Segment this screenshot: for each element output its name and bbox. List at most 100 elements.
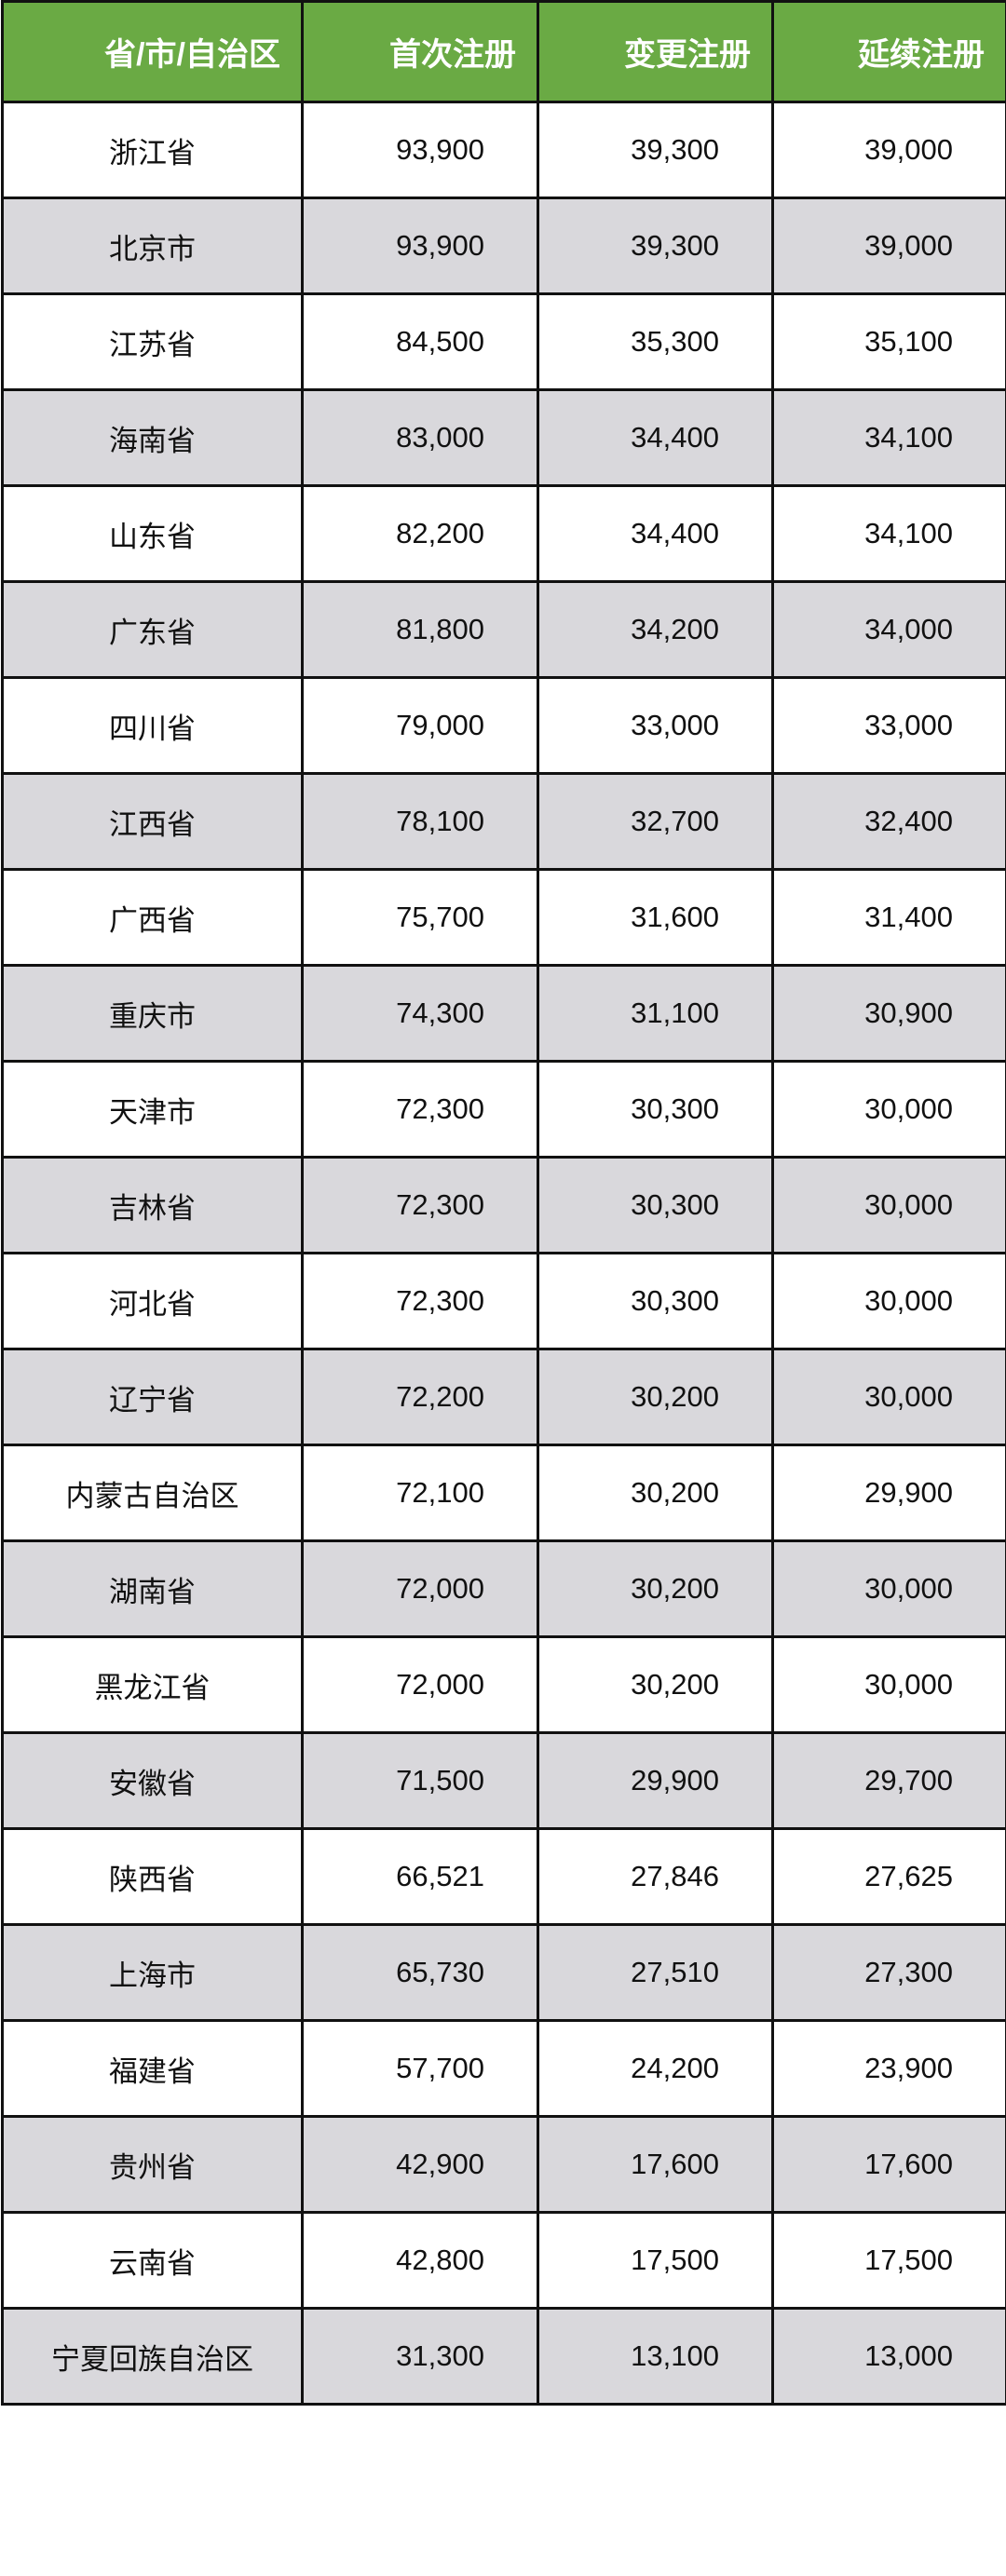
table-row: 重庆市 74,300 31,100 30,900 <box>1 964 1006 1063</box>
change-registration-cell: 34,400 <box>537 484 774 583</box>
renewal-registration-cell: 30,000 <box>771 1060 1006 1159</box>
region-cell: 浙江省 <box>1 101 304 199</box>
renewal-registration-cell: 30,000 <box>771 1539 1006 1638</box>
change-registration-cell: 13,100 <box>537 2307 774 2406</box>
change-registration-cell: 17,600 <box>537 2115 774 2214</box>
renewal-registration-cell: 17,500 <box>771 2211 1006 2310</box>
region-cell: 内蒙古自治区 <box>1 1444 304 1542</box>
change-registration-cell: 30,300 <box>537 1156 774 1254</box>
renewal-registration-cell: 32,400 <box>771 772 1006 871</box>
renewal-registration-cell: 13,000 <box>771 2307 1006 2406</box>
table-row: 北京市 93,900 39,300 39,000 <box>1 197 1006 295</box>
renewal-registration-cell: 34,100 <box>771 388 1006 487</box>
region-cell: 天津市 <box>1 1060 304 1159</box>
first-registration-cell: 93,900 <box>301 101 539 199</box>
change-registration-cell: 31,600 <box>537 868 774 967</box>
first-registration-cell: 81,800 <box>301 580 539 679</box>
registration-fee-table: 省/市/自治区 首次注册 变更注册 延续注册 浙江省 93,900 39,300 39… <box>1 0 1006 2406</box>
renewal-registration-cell: 30,000 <box>771 1252 1006 1350</box>
change-registration-cell: 17,500 <box>537 2211 774 2310</box>
renewal-registration-cell: 39,000 <box>771 197 1006 295</box>
region-cell: 江苏省 <box>1 292 304 391</box>
change-registration-cell: 35,300 <box>537 292 774 391</box>
table-row: 黑龙江省 72,000 30,200 30,000 <box>1 1635 1006 1734</box>
table-row: 天津市 72,300 30,300 30,000 <box>1 1060 1006 1159</box>
region-cell: 海南省 <box>1 388 304 487</box>
renewal-registration-cell: 30,900 <box>771 964 1006 1063</box>
header-change-registration: 变更注册 <box>537 0 774 103</box>
table-row: 山东省 82,200 34,400 34,100 <box>1 484 1006 583</box>
change-registration-cell: 29,900 <box>537 1731 774 1830</box>
change-registration-cell: 39,300 <box>537 101 774 199</box>
renewal-registration-cell: 27,300 <box>771 1923 1006 2022</box>
region-cell: 贵州省 <box>1 2115 304 2214</box>
change-registration-cell: 30,200 <box>537 1635 774 1734</box>
table-row: 贵州省 42,900 17,600 17,600 <box>1 2115 1006 2214</box>
first-registration-cell: 72,300 <box>301 1156 539 1254</box>
region-cell: 江西省 <box>1 772 304 871</box>
region-cell: 广西省 <box>1 868 304 967</box>
region-cell: 北京市 <box>1 197 304 295</box>
header-renewal-registration: 延续注册 <box>771 0 1006 103</box>
region-cell: 四川省 <box>1 676 304 775</box>
table-row: 广东省 81,800 34,200 34,000 <box>1 580 1006 679</box>
renewal-registration-cell: 17,600 <box>771 2115 1006 2214</box>
region-cell: 山东省 <box>1 484 304 583</box>
table-row: 四川省 79,000 33,000 33,000 <box>1 676 1006 775</box>
change-registration-cell: 27,510 <box>537 1923 774 2022</box>
renewal-registration-cell: 30,000 <box>771 1156 1006 1254</box>
first-registration-cell: 93,900 <box>301 197 539 295</box>
region-cell: 福建省 <box>1 2019 304 2118</box>
region-cell: 辽宁省 <box>1 1348 304 1446</box>
table-row: 吉林省 72,300 30,300 30,000 <box>1 1156 1006 1254</box>
region-cell: 安徽省 <box>1 1731 304 1830</box>
renewal-registration-cell: 33,000 <box>771 676 1006 775</box>
region-cell: 宁夏回族自治区 <box>1 2307 304 2406</box>
region-cell: 黑龙江省 <box>1 1635 304 1734</box>
table-row: 福建省 57,700 24,200 23,900 <box>1 2019 1006 2118</box>
renewal-registration-cell: 30,000 <box>771 1635 1006 1734</box>
region-cell: 河北省 <box>1 1252 304 1350</box>
first-registration-cell: 42,800 <box>301 2211 539 2310</box>
table-row: 内蒙古自治区 72,100 30,200 29,900 <box>1 1444 1006 1542</box>
first-registration-cell: 57,700 <box>301 2019 539 2118</box>
region-cell: 陕西省 <box>1 1827 304 1926</box>
first-registration-cell: 42,900 <box>301 2115 539 2214</box>
table-row: 江苏省 84,500 35,300 35,100 <box>1 292 1006 391</box>
change-registration-cell: 30,300 <box>537 1252 774 1350</box>
renewal-registration-cell: 34,000 <box>771 580 1006 679</box>
header-row: 省/市/自治区 首次注册 变更注册 延续注册 <box>1 0 1006 103</box>
change-registration-cell: 24,200 <box>537 2019 774 2118</box>
first-registration-cell: 74,300 <box>301 964 539 1063</box>
table-row: 安徽省 71,500 29,900 29,700 <box>1 1731 1006 1830</box>
first-registration-cell: 83,000 <box>301 388 539 487</box>
table-row: 浙江省 93,900 39,300 39,000 <box>1 101 1006 199</box>
change-registration-cell: 30,200 <box>537 1348 774 1446</box>
region-cell: 重庆市 <box>1 964 304 1063</box>
table-row: 湖南省 72,000 30,200 30,000 <box>1 1539 1006 1638</box>
change-registration-cell: 27,846 <box>537 1827 774 1926</box>
first-registration-cell: 82,200 <box>301 484 539 583</box>
first-registration-cell: 65,730 <box>301 1923 539 2022</box>
region-cell: 吉林省 <box>1 1156 304 1254</box>
change-registration-cell: 39,300 <box>537 197 774 295</box>
table-row: 辽宁省 72,200 30,200 30,000 <box>1 1348 1006 1446</box>
renewal-registration-cell: 30,000 <box>771 1348 1006 1446</box>
renewal-registration-cell: 34,100 <box>771 484 1006 583</box>
change-registration-cell: 30,200 <box>537 1444 774 1542</box>
table-row: 上海市 65,730 27,510 27,300 <box>1 1923 1006 2022</box>
renewal-registration-cell: 29,900 <box>771 1444 1006 1542</box>
first-registration-cell: 78,100 <box>301 772 539 871</box>
first-registration-cell: 84,500 <box>301 292 539 391</box>
renewal-registration-cell: 23,900 <box>771 2019 1006 2118</box>
table-row: 海南省 83,000 34,400 34,100 <box>1 388 1006 487</box>
renewal-registration-cell: 27,625 <box>771 1827 1006 1926</box>
change-registration-cell: 33,000 <box>537 676 774 775</box>
first-registration-cell: 72,200 <box>301 1348 539 1446</box>
table-row: 宁夏回族自治区 31,300 13,100 13,000 <box>1 2307 1006 2406</box>
change-registration-cell: 30,300 <box>537 1060 774 1159</box>
first-registration-cell: 31,300 <box>301 2307 539 2406</box>
first-registration-cell: 72,300 <box>301 1060 539 1159</box>
table-row: 陕西省 66,521 27,846 27,625 <box>1 1827 1006 1926</box>
table-row: 云南省 42,800 17,500 17,500 <box>1 2211 1006 2310</box>
